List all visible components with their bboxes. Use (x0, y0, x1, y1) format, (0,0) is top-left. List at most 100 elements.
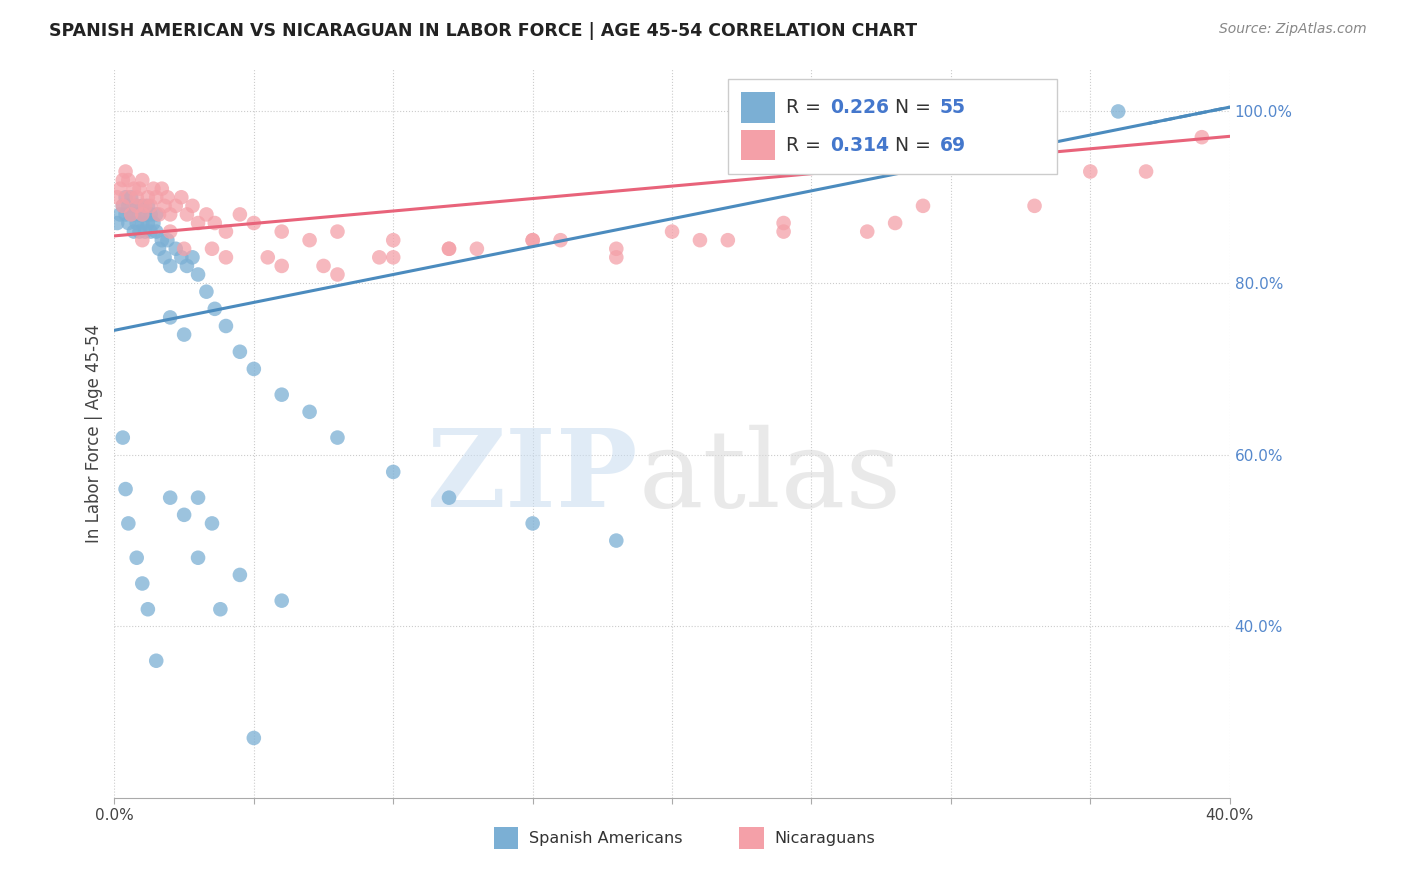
Point (326, 431, 349, 445)
Point (131, 199, 153, 213)
Point (142, 216, 165, 230)
Point (125, 216, 148, 230)
Point (229, 207, 252, 221)
Point (105, 216, 128, 230)
Point (150, 182, 173, 196)
Point (159, 491, 181, 505)
Point (139, 207, 162, 221)
Point (111, 173, 134, 187)
Point (187, 550, 209, 565)
Text: R =: R = (786, 98, 827, 117)
Point (117, 216, 139, 230)
Point (170, 190, 193, 204)
Point (229, 344, 252, 359)
Point (159, 225, 181, 239)
Point (150, 233, 173, 247)
Point (131, 173, 153, 187)
Point (173, 508, 195, 522)
Point (105, 190, 128, 204)
Point (139, 199, 162, 213)
Point (201, 516, 224, 531)
Point (128, 207, 150, 221)
Point (120, 190, 142, 204)
Point (136, 216, 159, 230)
Point (117, 190, 139, 204)
Point (884, 216, 907, 230)
Point (170, 251, 193, 265)
Point (465, 242, 488, 256)
Point (1135, 164, 1157, 178)
Point (326, 268, 349, 282)
Point (1191, 130, 1213, 145)
Text: 0.226: 0.226 (831, 98, 890, 117)
Point (108, 182, 131, 196)
Text: 55: 55 (939, 98, 966, 117)
Point (382, 465, 405, 479)
Point (270, 387, 292, 401)
Point (243, 216, 266, 230)
Text: ZIP: ZIP (427, 424, 638, 530)
Point (156, 233, 179, 247)
Point (128, 225, 150, 239)
Point (209, 602, 232, 616)
Point (117, 516, 139, 531)
Point (111, 199, 134, 213)
Point (717, 233, 740, 247)
Point (176, 207, 198, 221)
Point (298, 405, 321, 419)
Point (134, 199, 156, 213)
Point (522, 233, 544, 247)
Point (312, 259, 335, 273)
Point (243, 731, 266, 745)
Point (114, 207, 136, 221)
Point (187, 491, 209, 505)
Point (437, 491, 460, 505)
Text: atlas: atlas (638, 425, 901, 530)
Text: N =: N = (896, 98, 936, 117)
Point (270, 259, 292, 273)
Point (145, 225, 167, 239)
Point (122, 207, 145, 221)
Point (772, 225, 794, 239)
Point (148, 242, 170, 256)
Point (522, 233, 544, 247)
Point (181, 251, 204, 265)
Point (114, 482, 136, 496)
Point (256, 251, 278, 265)
Point (368, 251, 391, 265)
Point (270, 225, 292, 239)
Point (139, 225, 162, 239)
FancyBboxPatch shape (494, 827, 519, 849)
Point (159, 259, 181, 273)
Point (120, 207, 142, 221)
Point (1024, 199, 1046, 213)
Point (605, 533, 627, 548)
Point (195, 207, 218, 221)
Point (187, 216, 209, 230)
Point (145, 207, 167, 221)
Text: Source: ZipAtlas.com: Source: ZipAtlas.com (1219, 22, 1367, 37)
Point (772, 216, 794, 230)
Point (173, 327, 195, 342)
Point (181, 199, 204, 213)
Point (229, 568, 252, 582)
Point (1107, 104, 1129, 119)
Point (134, 225, 156, 239)
Text: R =: R = (786, 136, 827, 154)
Point (131, 207, 153, 221)
Point (131, 216, 153, 230)
Point (108, 207, 131, 221)
Point (125, 199, 148, 213)
Point (856, 225, 879, 239)
Point (270, 593, 292, 607)
Point (661, 225, 683, 239)
Point (114, 190, 136, 204)
Point (204, 216, 226, 230)
Point (122, 225, 145, 239)
Point (215, 251, 238, 265)
Point (550, 233, 572, 247)
Point (153, 251, 176, 265)
Point (204, 301, 226, 316)
Text: SPANISH AMERICAN VS NICARAGUAN IN LABOR FORCE | AGE 45-54 CORRELATION CHART: SPANISH AMERICAN VS NICARAGUAN IN LABOR … (49, 22, 917, 40)
Point (437, 242, 460, 256)
